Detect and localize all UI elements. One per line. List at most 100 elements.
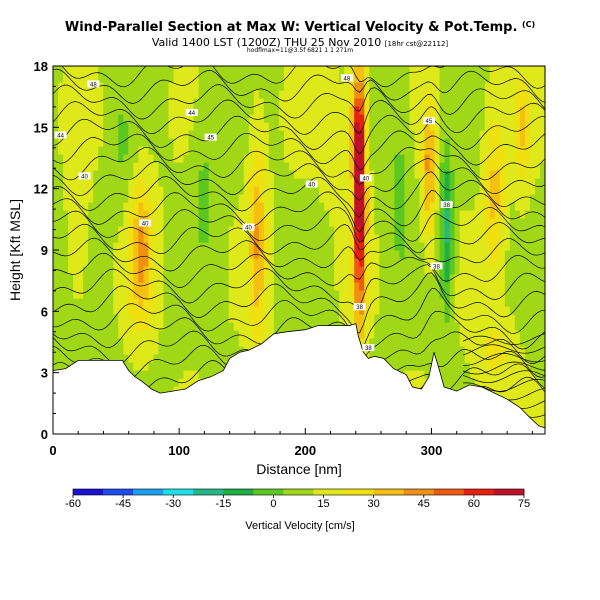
velocity-cell <box>499 138 506 147</box>
velocity-cell <box>529 74 536 83</box>
velocity-cell <box>404 322 411 331</box>
velocity-cell <box>53 290 59 299</box>
velocity-cell <box>354 250 360 259</box>
velocity-cell <box>379 338 385 347</box>
velocity-cell <box>529 394 536 403</box>
velocity-cell <box>243 66 250 75</box>
velocity-cell <box>394 210 401 219</box>
velocity-cell <box>213 210 220 219</box>
velocity-cell <box>424 306 431 315</box>
velocity-cell <box>504 394 511 403</box>
velocity-cell <box>188 114 195 123</box>
velocity-cell <box>454 274 461 283</box>
velocity-cell <box>123 298 129 307</box>
velocity-cell <box>108 82 114 91</box>
velocity-cell <box>484 322 491 331</box>
velocity-cell <box>248 162 255 171</box>
velocity-cell <box>88 210 94 219</box>
velocity-cell <box>329 314 335 323</box>
velocity-cell <box>374 202 380 211</box>
velocity-cell <box>399 186 406 195</box>
velocity-cell <box>123 66 129 75</box>
velocity-cell <box>429 322 436 331</box>
velocity-cell <box>379 218 385 227</box>
velocity-cell <box>524 354 531 363</box>
contour-label: 38 <box>433 264 440 270</box>
velocity-cell <box>424 266 431 275</box>
velocity-cell <box>539 178 545 187</box>
velocity-cell <box>464 210 471 219</box>
velocity-cell <box>278 162 285 171</box>
velocity-cell <box>464 186 471 195</box>
velocity-cell <box>429 266 436 275</box>
velocity-cell <box>534 402 541 411</box>
velocity-cell <box>349 258 355 267</box>
velocity-cell <box>304 274 310 283</box>
velocity-cell <box>258 322 265 331</box>
velocity-cell <box>108 322 114 331</box>
velocity-cell <box>469 234 476 243</box>
velocity-cell <box>73 98 79 107</box>
velocity-cell <box>108 338 114 347</box>
velocity-cell <box>324 226 330 235</box>
velocity-cell <box>324 170 330 179</box>
velocity-cell <box>128 154 134 163</box>
velocity-cell <box>494 226 501 235</box>
velocity-cell <box>248 314 255 323</box>
velocity-cell <box>258 274 265 283</box>
velocity-cell <box>484 378 491 387</box>
velocity-cell <box>474 210 481 219</box>
velocity-cell <box>469 370 476 379</box>
velocity-cell <box>173 274 180 283</box>
velocity-cell <box>128 186 134 195</box>
velocity-cell <box>304 66 310 75</box>
velocity-cell <box>123 266 129 275</box>
velocity-cell <box>494 218 501 227</box>
chart-title: Wind-Parallel Section at Max W: Vertical… <box>64 20 536 35</box>
velocity-cell <box>178 146 185 155</box>
velocity-cell <box>258 338 265 347</box>
velocity-cell <box>504 242 511 251</box>
velocity-cell <box>133 234 139 243</box>
velocity-cell <box>183 250 190 259</box>
velocity-cell <box>223 290 230 299</box>
velocity-cell <box>489 82 496 91</box>
velocity-cell <box>133 90 139 99</box>
velocity-cell <box>233 250 240 259</box>
contour-label: 40 <box>81 174 88 180</box>
velocity-cell <box>163 74 170 83</box>
velocity-cell <box>299 138 305 147</box>
velocity-cell <box>419 274 426 283</box>
velocity-cell <box>118 354 124 363</box>
velocity-cell <box>223 282 230 291</box>
velocity-cell <box>98 146 104 155</box>
velocity-cell <box>268 274 275 283</box>
velocity-cell <box>293 258 300 267</box>
velocity-cell <box>524 74 531 83</box>
velocity-cell <box>163 82 170 91</box>
velocity-cell <box>449 282 456 291</box>
velocity-cell <box>58 114 64 123</box>
velocity-cell <box>163 90 170 99</box>
velocity-cell <box>489 330 496 339</box>
velocity-cell <box>98 186 104 195</box>
velocity-cell <box>344 82 350 91</box>
velocity-cell <box>88 178 94 187</box>
velocity-cell <box>63 154 69 163</box>
velocity-cell <box>158 98 165 107</box>
velocity-cell <box>414 250 421 259</box>
velocity-cell <box>68 210 74 219</box>
velocity-cell <box>123 122 129 131</box>
velocity-cell <box>499 322 506 331</box>
velocity-cell <box>268 146 275 155</box>
velocity-cell <box>208 346 215 355</box>
velocity-cell <box>133 114 139 123</box>
velocity-cell <box>173 122 180 131</box>
velocity-cell <box>399 74 406 83</box>
velocity-cell <box>198 90 205 99</box>
velocity-cell <box>399 258 406 267</box>
velocity-cell <box>529 258 536 267</box>
velocity-cell <box>304 154 310 163</box>
velocity-cell <box>243 330 250 339</box>
velocity-cell <box>534 202 541 211</box>
